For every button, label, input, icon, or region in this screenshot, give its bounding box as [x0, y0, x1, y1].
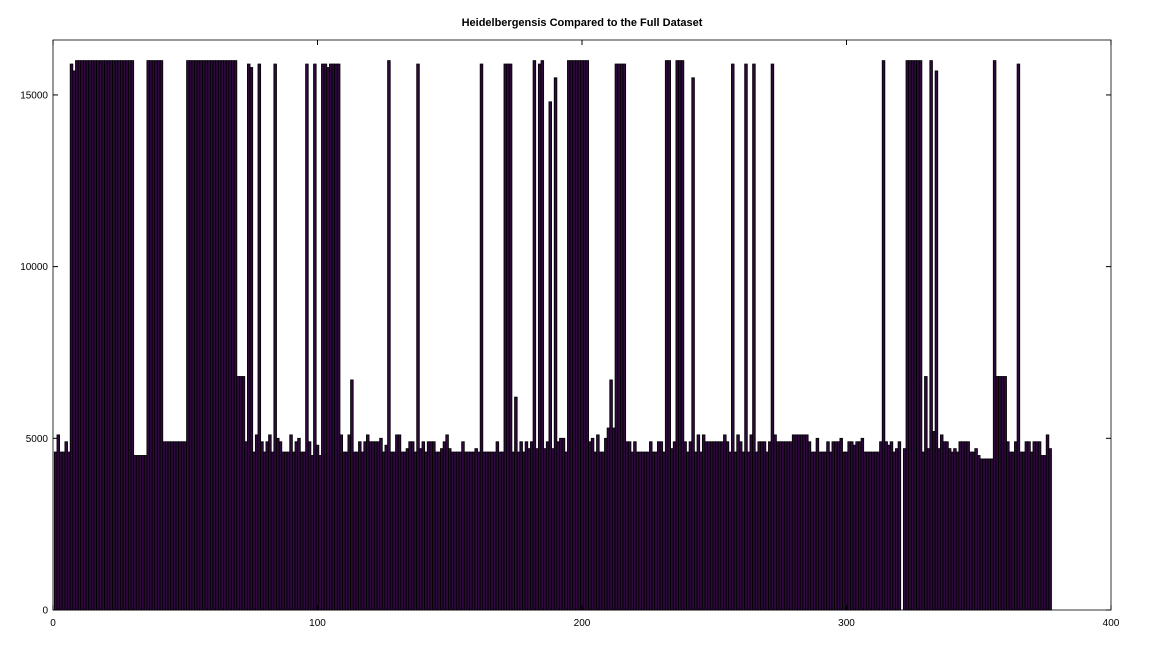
x-tick-label: 300: [838, 618, 855, 629]
y-tick-label: 10000: [20, 262, 48, 273]
bar: [897, 441, 902, 611]
chart-title: Heidelbergensis Compared to the Full Dat…: [462, 17, 703, 29]
x-tick-label: 200: [574, 618, 591, 629]
x-tick-label: 100: [309, 618, 326, 629]
x-tick-label: 400: [1103, 618, 1120, 629]
bar: [1048, 448, 1052, 611]
x-tick-label: 0: [50, 618, 56, 629]
y-tick-label: 5000: [26, 434, 49, 445]
y-tick-label: 15000: [20, 90, 48, 101]
y-tick-label: 0: [42, 606, 48, 617]
